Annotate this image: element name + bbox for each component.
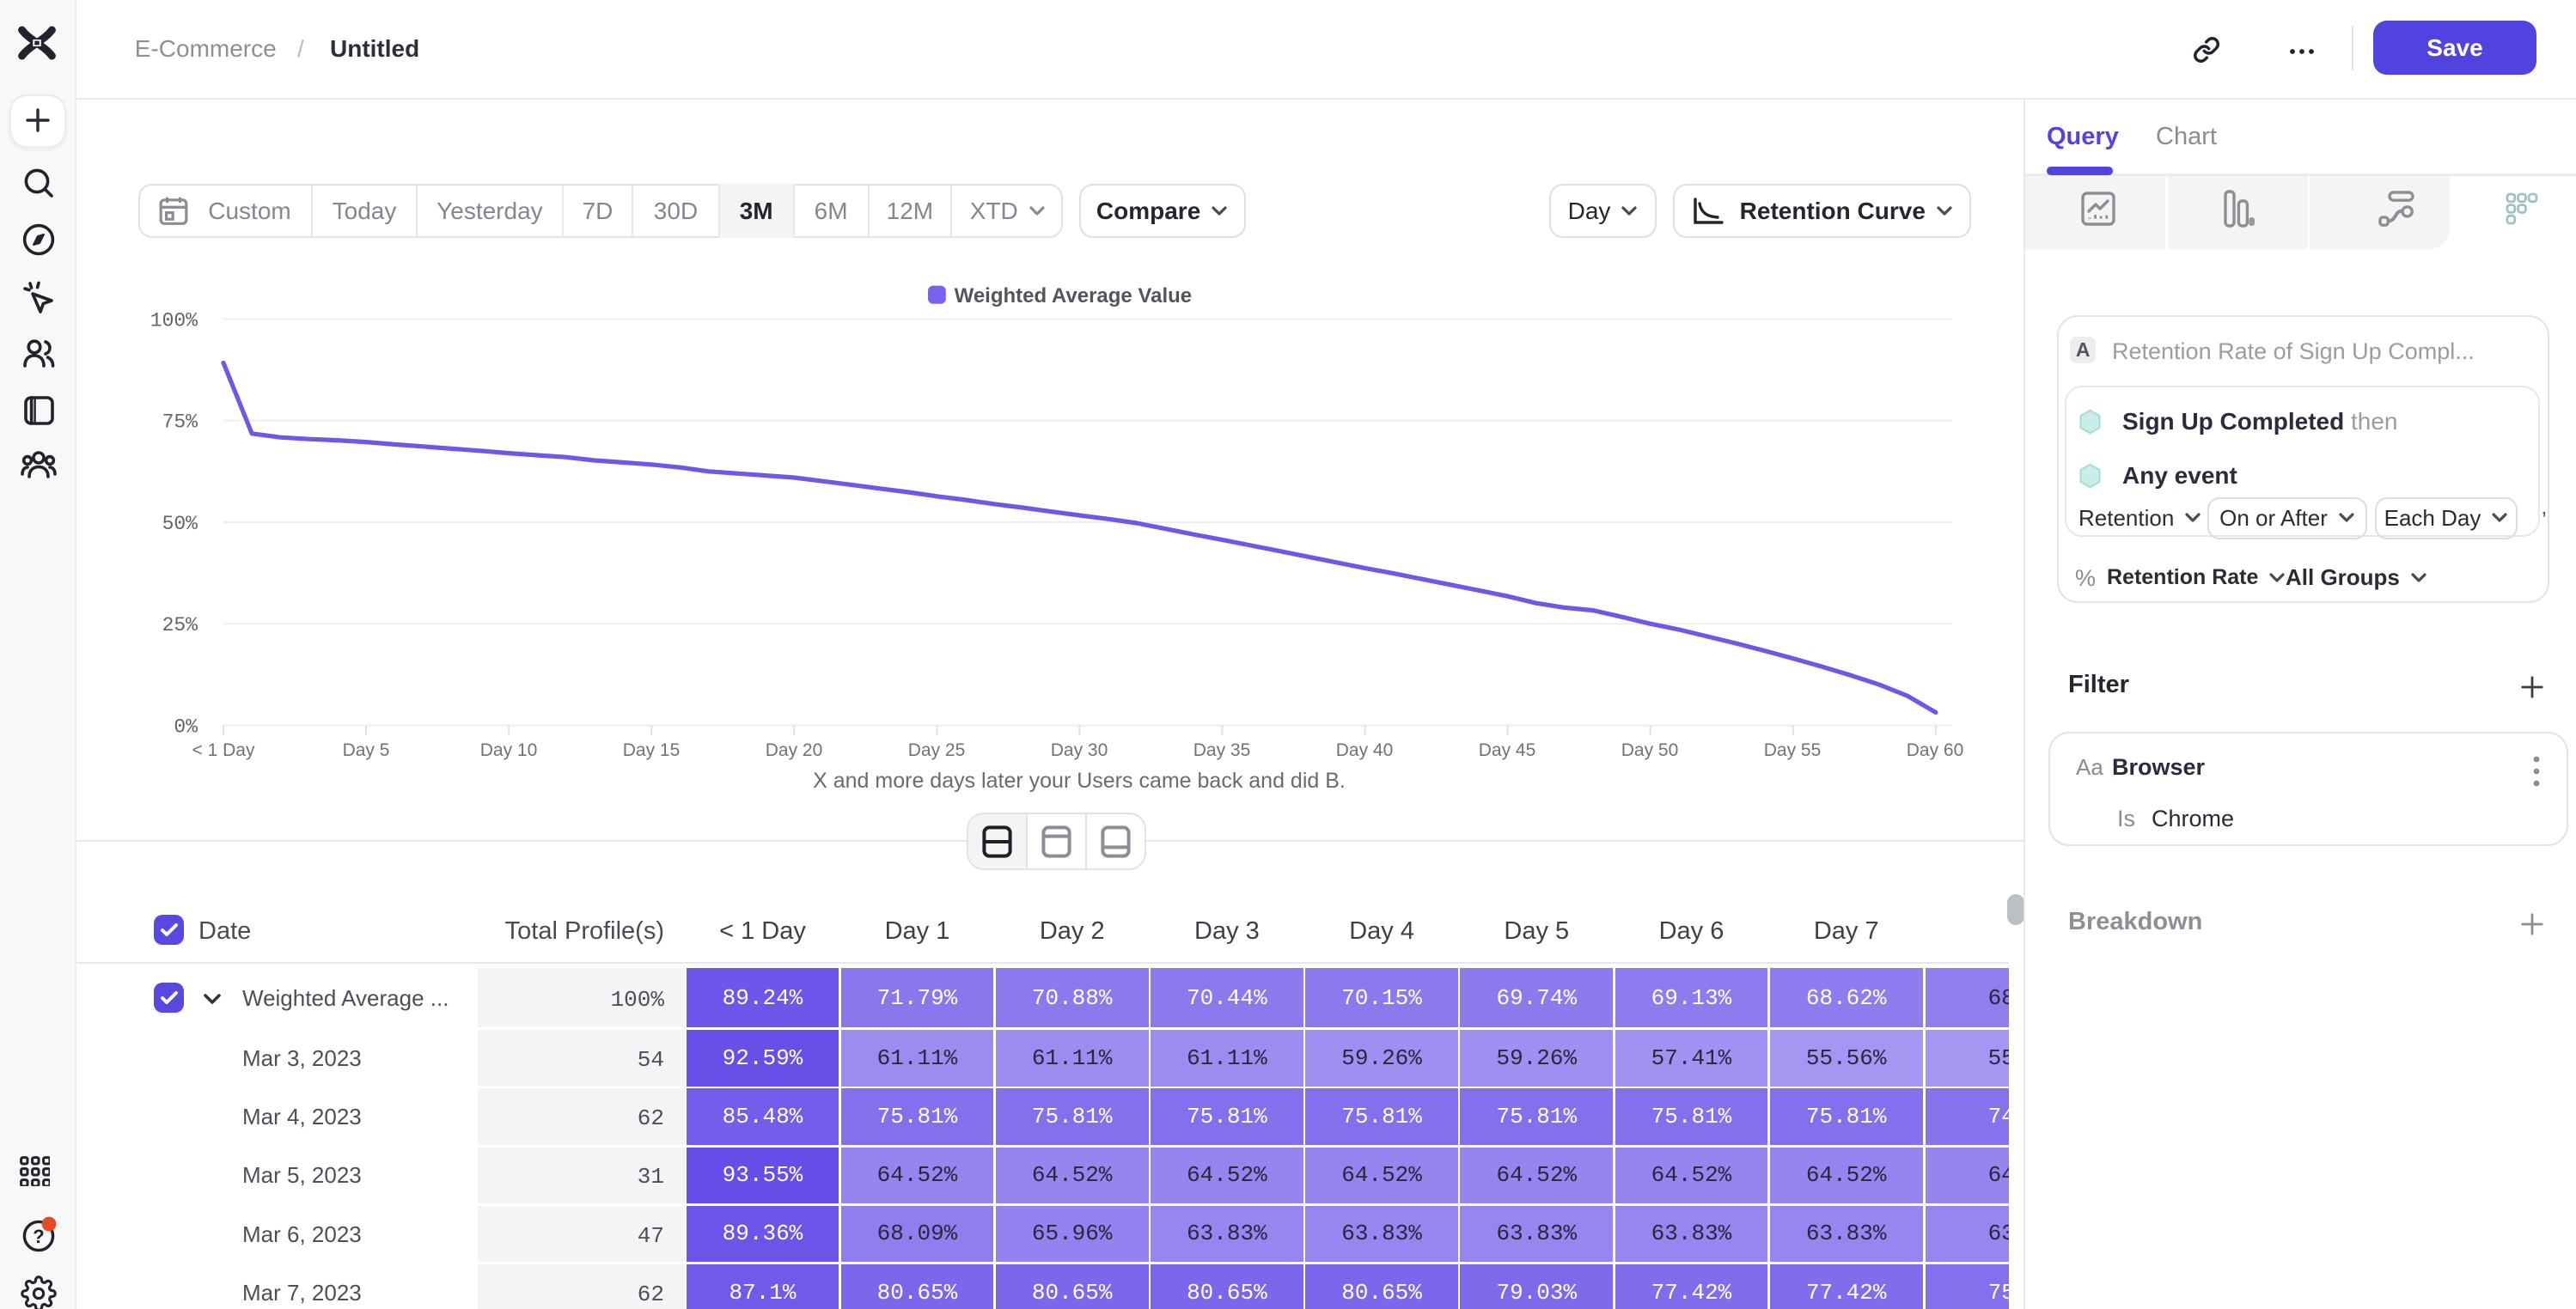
svg-text:Day 45: Day 45 [1479, 740, 1536, 760]
svg-text:Day 55: Day 55 [1764, 740, 1822, 760]
svg-text:Weighted Average Value: Weighted Average Value [955, 284, 1193, 307]
svg-text:< 1 Day: < 1 Day [192, 740, 255, 760]
svg-text:Day 35: Day 35 [1193, 740, 1251, 760]
svg-text:Day 20: Day 20 [766, 740, 823, 760]
svg-text:Day 10: Day 10 [480, 740, 538, 760]
svg-text:?: ? [33, 1226, 44, 1247]
svg-text:Day 30: Day 30 [1051, 740, 1108, 760]
svg-text:Day 5: Day 5 [343, 740, 390, 760]
svg-text:X and more days later your Use: X and more days later your Users came ba… [813, 769, 1346, 793]
svg-text:0%: 0% [174, 716, 198, 739]
svg-text:50%: 50% [162, 513, 198, 535]
svg-text:Day 40: Day 40 [1336, 740, 1394, 760]
svg-text:75%: 75% [162, 411, 198, 434]
svg-text:25%: 25% [162, 614, 198, 636]
svg-text:Day 15: Day 15 [623, 740, 681, 760]
svg-text:Day 25: Day 25 [908, 740, 966, 760]
svg-text:100%: 100% [150, 309, 198, 332]
svg-text:Day 50: Day 50 [1621, 740, 1679, 760]
svg-text:Day 60: Day 60 [1907, 740, 1964, 760]
